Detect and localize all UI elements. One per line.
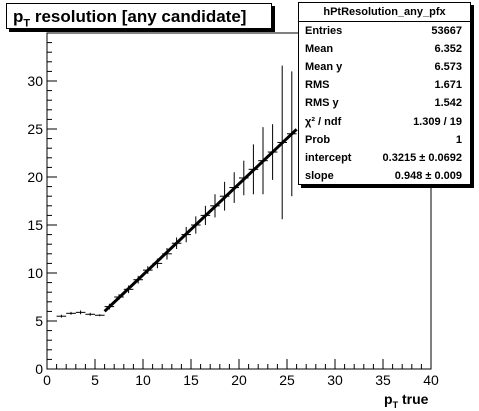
- x-axis-label: pT true: [384, 391, 429, 410]
- stats-box: hPtResolution_any_pfx Entries 53667 Mean 6.…: [298, 2, 471, 185]
- y-tick-label: 30: [27, 73, 43, 89]
- x-tick-label: 25: [279, 372, 295, 388]
- data-point: [56, 314, 67, 318]
- stats-label: RMS y: [305, 97, 339, 110]
- x-tick-label: 20: [231, 372, 247, 388]
- stats-label: Mean y: [305, 61, 343, 74]
- stats-row: Mean 6.352: [299, 40, 470, 58]
- stats-value: 1: [455, 133, 462, 146]
- axis-ticks: 0 5 10 15 20 25 30 35 40 0 5 10 15 20 25 30: [27, 42, 439, 388]
- stats-value: 0.948 ± 0.009: [394, 169, 462, 182]
- stats-label: RMS: [305, 79, 330, 92]
- stats-label: Prob: [305, 133, 331, 146]
- stats-label: χ² / ndf: [305, 115, 342, 128]
- x-tick-label: 5: [91, 372, 99, 388]
- stats-label: Entries: [305, 25, 343, 38]
- x-tick-label: 15: [183, 372, 199, 388]
- stats-label: intercept: [305, 151, 352, 164]
- stats-row: Mean y 6.573: [299, 58, 470, 76]
- stats-value: 1.671: [434, 79, 462, 92]
- x-tick-label: 10: [135, 372, 151, 388]
- stats-label: slope: [305, 169, 334, 182]
- stats-value: 1.542: [434, 97, 462, 110]
- y-tick-label: 20: [27, 169, 43, 185]
- stats-row: RMS 1.671: [299, 76, 470, 94]
- stats-value: 1.309 / 19: [413, 115, 462, 128]
- stats-row: slope 0.948 ± 0.009: [299, 167, 470, 185]
- stats-row: RMS y 1.542: [299, 94, 470, 112]
- stats-label: Mean: [305, 43, 334, 56]
- y-tick-label: 0: [35, 361, 43, 377]
- fit-line-group: [103, 128, 298, 313]
- data-point: [95, 314, 105, 317]
- chart-title: pT resolution [any candidate]: [6, 3, 272, 29]
- stats-row: intercept 0.3215 ± 0.0692: [299, 149, 470, 167]
- stats-value: 53667: [431, 25, 462, 38]
- y-tick-label: 5: [35, 313, 43, 329]
- x-tick-label: 30: [327, 372, 343, 388]
- data-point: [85, 312, 95, 316]
- y-tick-label: 10: [27, 265, 43, 281]
- y-tick-label: 15: [27, 217, 43, 233]
- stats-row: Entries 53667: [299, 22, 470, 40]
- x-tick-label: 0: [43, 372, 51, 388]
- stats-title: hPtResolution_any_pfx: [299, 3, 470, 22]
- stats-value: 6.573: [434, 61, 462, 74]
- fit-line: [103, 128, 298, 313]
- stats-row: χ² / ndf 1.309 / 19: [299, 112, 470, 130]
- stats-row: Prob 1: [299, 131, 470, 149]
- stats-value: 0.3215 ± 0.0692: [382, 151, 462, 164]
- data-points: [56, 65, 297, 318]
- data-point: [66, 311, 76, 315]
- x-tick-label: 40: [423, 372, 439, 388]
- y-tick-label: 25: [27, 121, 43, 137]
- x-tick-label: 35: [375, 372, 391, 388]
- stats-value: 6.352: [434, 43, 462, 56]
- data-point: [75, 310, 86, 315]
